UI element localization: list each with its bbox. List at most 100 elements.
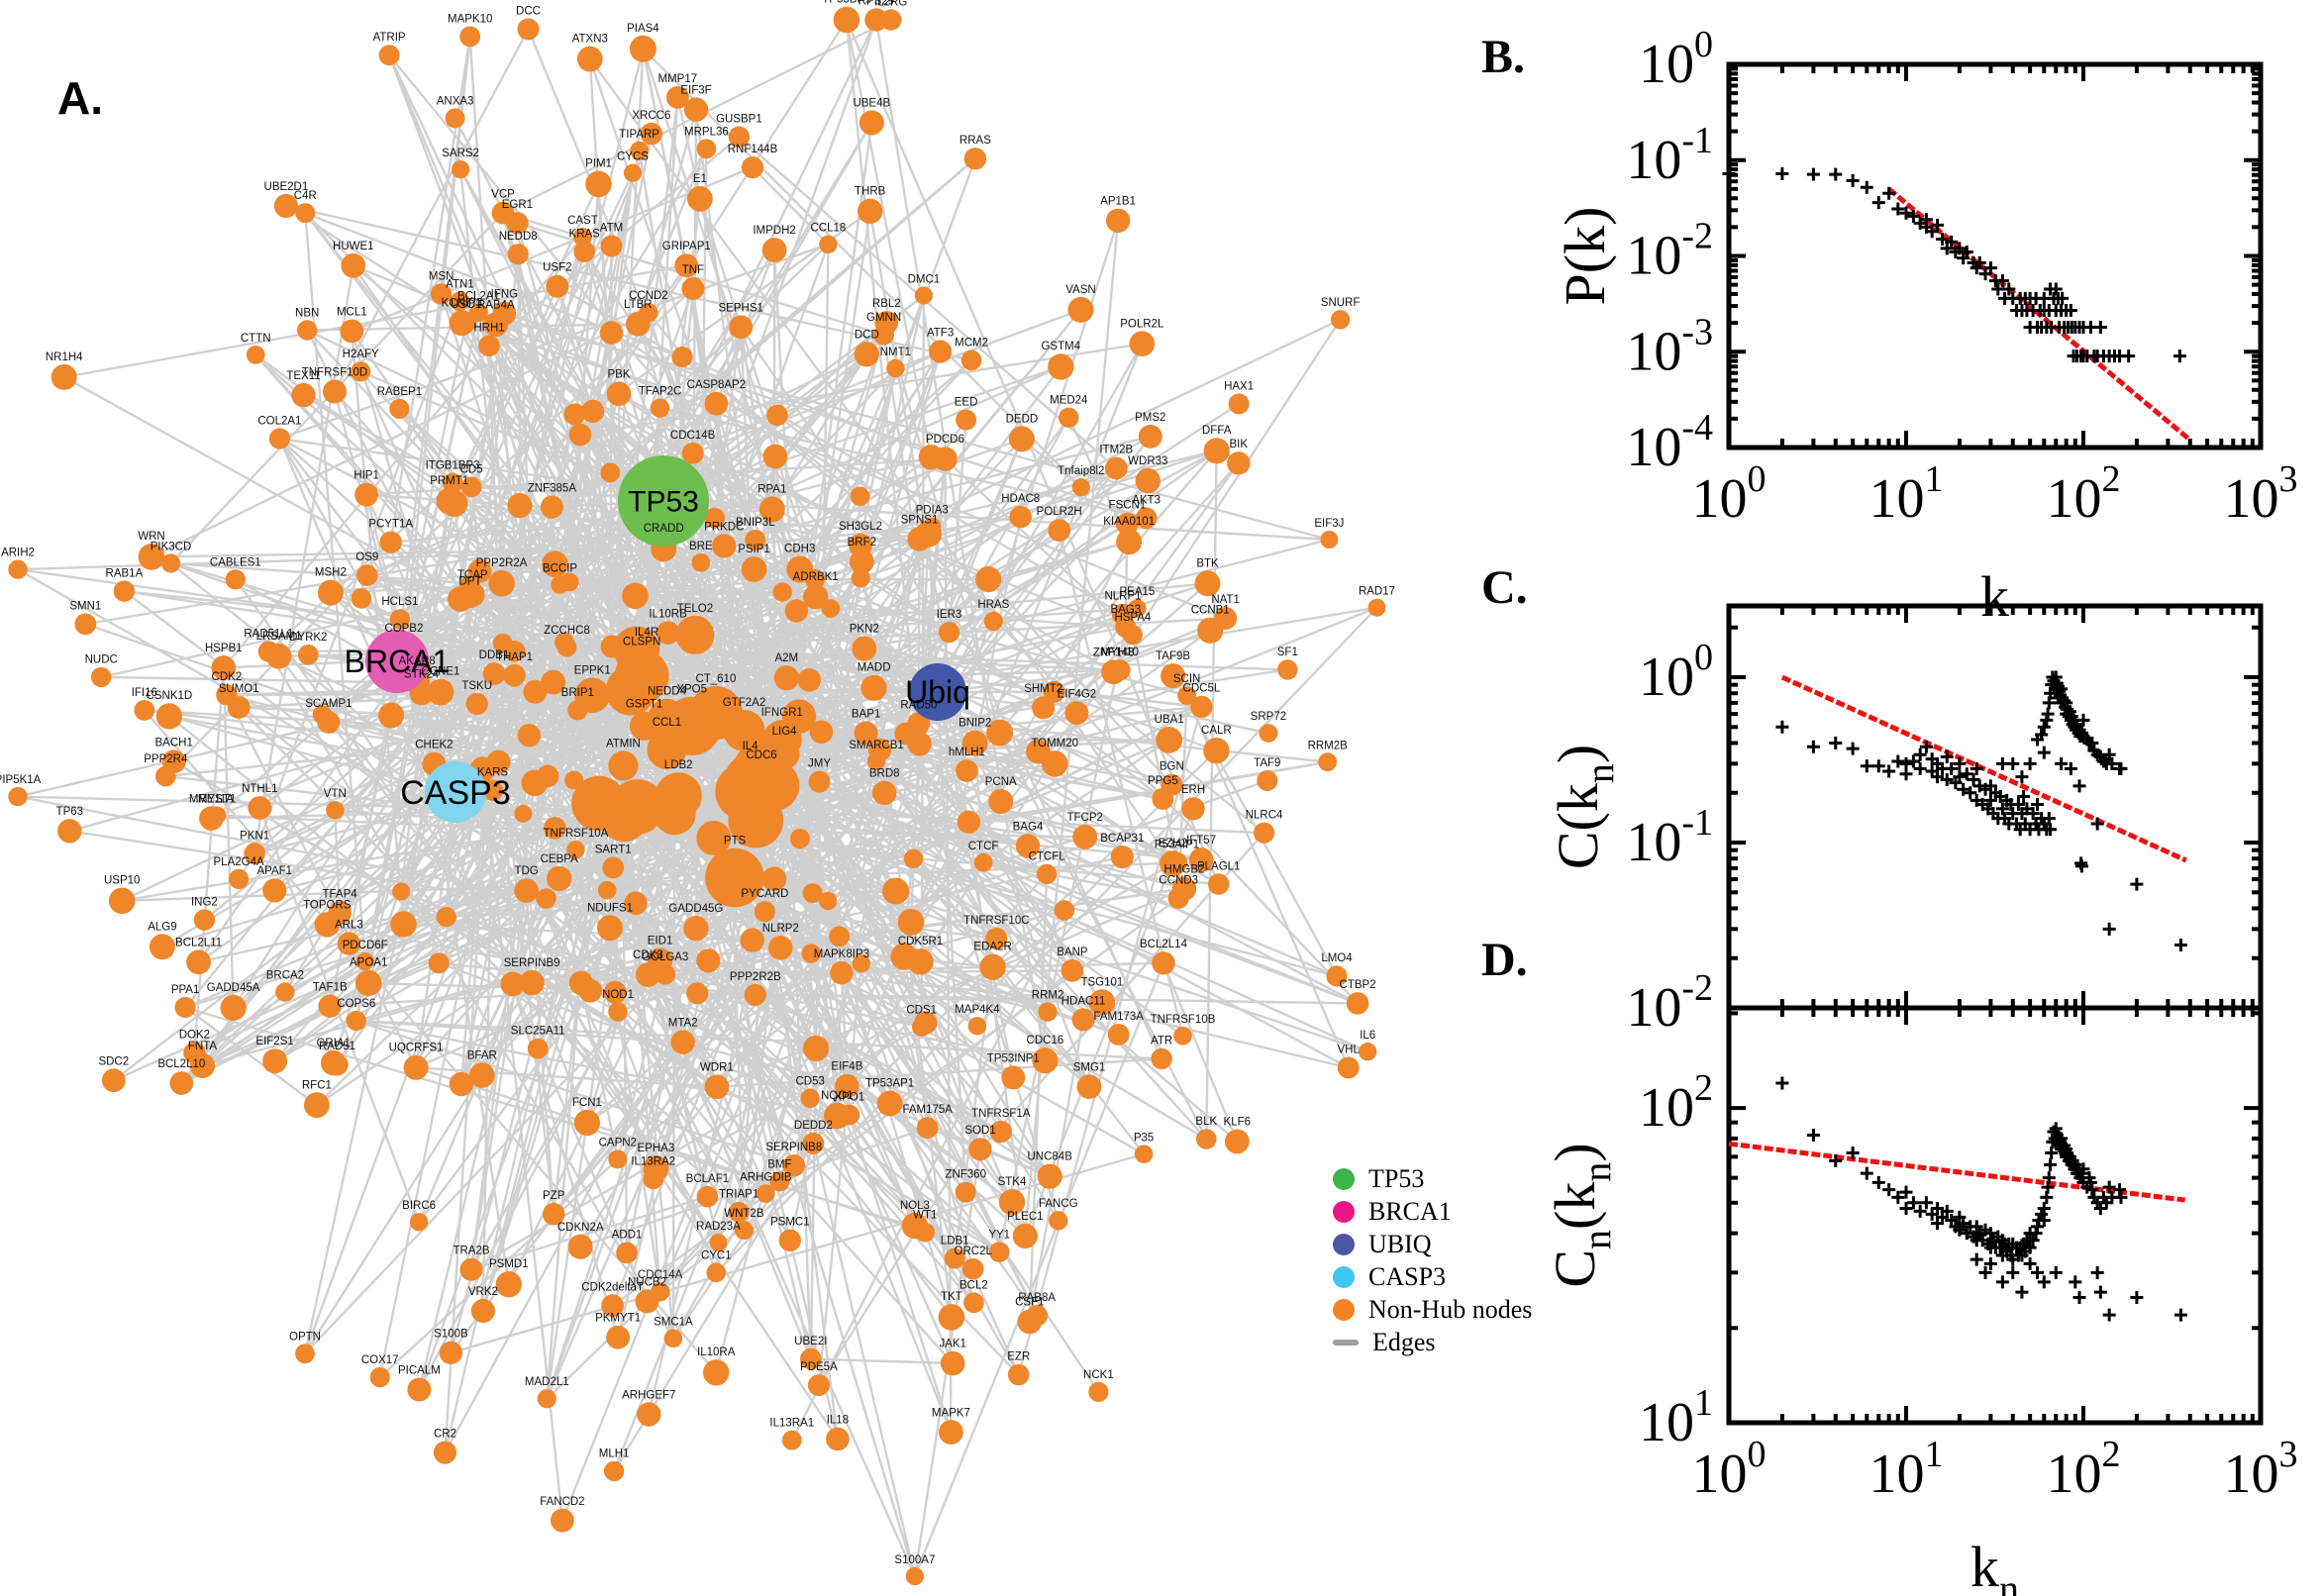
non-hub-node <box>1015 834 1041 858</box>
gene-label: AP1B1 <box>1100 196 1136 208</box>
gene-label: YY1 <box>988 1229 1010 1241</box>
non-hub-node <box>326 801 345 820</box>
non-hub-node <box>740 928 764 952</box>
non-hub-node <box>304 1092 330 1119</box>
gene-label: PZP <box>543 1190 565 1202</box>
gene-label: UBE4B <box>853 97 890 109</box>
gene-label: SDC2 <box>98 1055 129 1067</box>
gene-label: KLF6 <box>1224 1117 1252 1129</box>
gene-label: Tnfaip8l2 <box>1058 465 1104 477</box>
non-hub-node <box>1214 607 1238 630</box>
gene-label: BRCA2 <box>266 969 304 981</box>
chartD-xtick-label: 100 <box>1692 1434 1767 1505</box>
non-hub-node <box>1277 659 1298 680</box>
non-hub-node <box>835 1073 859 1099</box>
non-hub-node <box>556 637 577 657</box>
non-hub-node <box>650 1282 670 1302</box>
non-hub-node <box>1188 848 1214 872</box>
gene-label: DMC1 <box>908 273 941 285</box>
non-hub-node <box>600 462 621 483</box>
non-hub-node <box>773 665 799 691</box>
non-hub-node <box>852 636 877 661</box>
gene-label: CCNE1 <box>421 666 459 678</box>
gene-label: CDS1 <box>906 1004 937 1016</box>
non-hub-node <box>566 841 585 859</box>
non-hub-node <box>379 531 402 553</box>
gene-label: VTN <box>324 788 347 800</box>
gene-label: RRM2 <box>1032 989 1064 1001</box>
gene-label: SARS2 <box>442 148 479 159</box>
non-hub-node <box>507 493 533 519</box>
non-hub-node <box>1088 1381 1109 1402</box>
non-hub-node <box>1173 1026 1192 1046</box>
non-hub-node <box>74 613 97 636</box>
gene-label: EIF3J <box>1314 518 1344 530</box>
gene-label: GRIPAP1 <box>662 241 711 252</box>
gene-label: TCAP <box>457 569 488 581</box>
gene-label: TSKU <box>461 680 492 692</box>
non-hub-node <box>663 1329 683 1348</box>
gene-label: HAX1 <box>1224 380 1254 392</box>
non-hub-node <box>979 953 1006 980</box>
gene-label: DCC <box>516 5 541 17</box>
gene-label: AKT3 <box>1132 494 1161 506</box>
non-hub-node <box>351 361 371 382</box>
non-hub-node <box>1116 529 1143 555</box>
gene-label: GMNN <box>866 312 901 324</box>
non-hub-node <box>517 18 540 41</box>
non-hub-node <box>968 1138 992 1161</box>
gene-label: TRA2B <box>453 1246 489 1257</box>
non-hub-node <box>683 916 709 942</box>
non-hub-node <box>559 572 579 592</box>
legend-item-label: TP53 <box>1368 1164 1425 1193</box>
gene-label: RNF144B <box>728 144 778 155</box>
gene-label: MTA2 <box>668 1017 698 1029</box>
gene-label: PRMT1 <box>430 475 468 487</box>
non-hub-node <box>807 1374 830 1397</box>
gene-label: RRAS <box>960 135 991 147</box>
non-hub-node <box>803 1035 830 1061</box>
gene-label: E1 <box>693 173 707 185</box>
gene-label: BCLAF1 <box>686 1173 729 1185</box>
non-hub-node <box>665 86 689 109</box>
non-hub-node <box>907 527 932 551</box>
gene-label: C4R <box>294 190 317 202</box>
gene-label: MYST1 <box>198 794 236 806</box>
non-hub-node <box>503 664 526 687</box>
gene-label: IL10RB <box>649 608 687 620</box>
non-hub-node <box>603 980 627 1004</box>
gene-label: AKAP8 <box>399 655 436 667</box>
non-hub-node <box>521 769 549 797</box>
non-hub-node <box>246 346 265 364</box>
gene-label: SH3GL2 <box>839 521 882 533</box>
gene-label: EPPK1 <box>574 664 611 676</box>
non-hub-node <box>568 423 592 447</box>
gene-label: ADD1 <box>612 1230 643 1242</box>
non-hub-node <box>929 340 953 363</box>
gene-label: MAPK8IP3 <box>814 948 869 960</box>
non-hub-node <box>912 1017 932 1037</box>
gene-label: EIF2S1 <box>255 1036 293 1047</box>
non-hub-node <box>703 1359 730 1386</box>
gene-label: CTCFL <box>1029 851 1066 863</box>
gene-label: FNTA <box>188 1041 218 1052</box>
gene-label: ZNF360 <box>945 1169 986 1181</box>
non-hub-node <box>449 310 475 337</box>
gene-label: CDKN2A <box>557 1222 604 1234</box>
gene-label: BGN <box>1160 761 1184 773</box>
gene-label: HSPB1 <box>205 643 243 654</box>
non-hub-node <box>208 806 227 825</box>
chartD-xtick-label: 101 <box>1869 1434 1944 1505</box>
non-hub-node <box>1048 519 1071 542</box>
gene-label: PCNA <box>985 776 1017 788</box>
gene-label: A2M <box>774 652 798 664</box>
non-hub-node <box>1009 506 1032 529</box>
non-hub-node <box>1318 752 1338 772</box>
gene-label: TNFRSF10A <box>543 828 608 840</box>
gene-label: CDC14A <box>638 1269 683 1281</box>
gene-label: NAT1 <box>1211 594 1240 606</box>
gene-label: PIM1 <box>585 158 612 170</box>
non-hub-node <box>601 1294 624 1318</box>
gene-label: DOK2 <box>179 1029 210 1041</box>
